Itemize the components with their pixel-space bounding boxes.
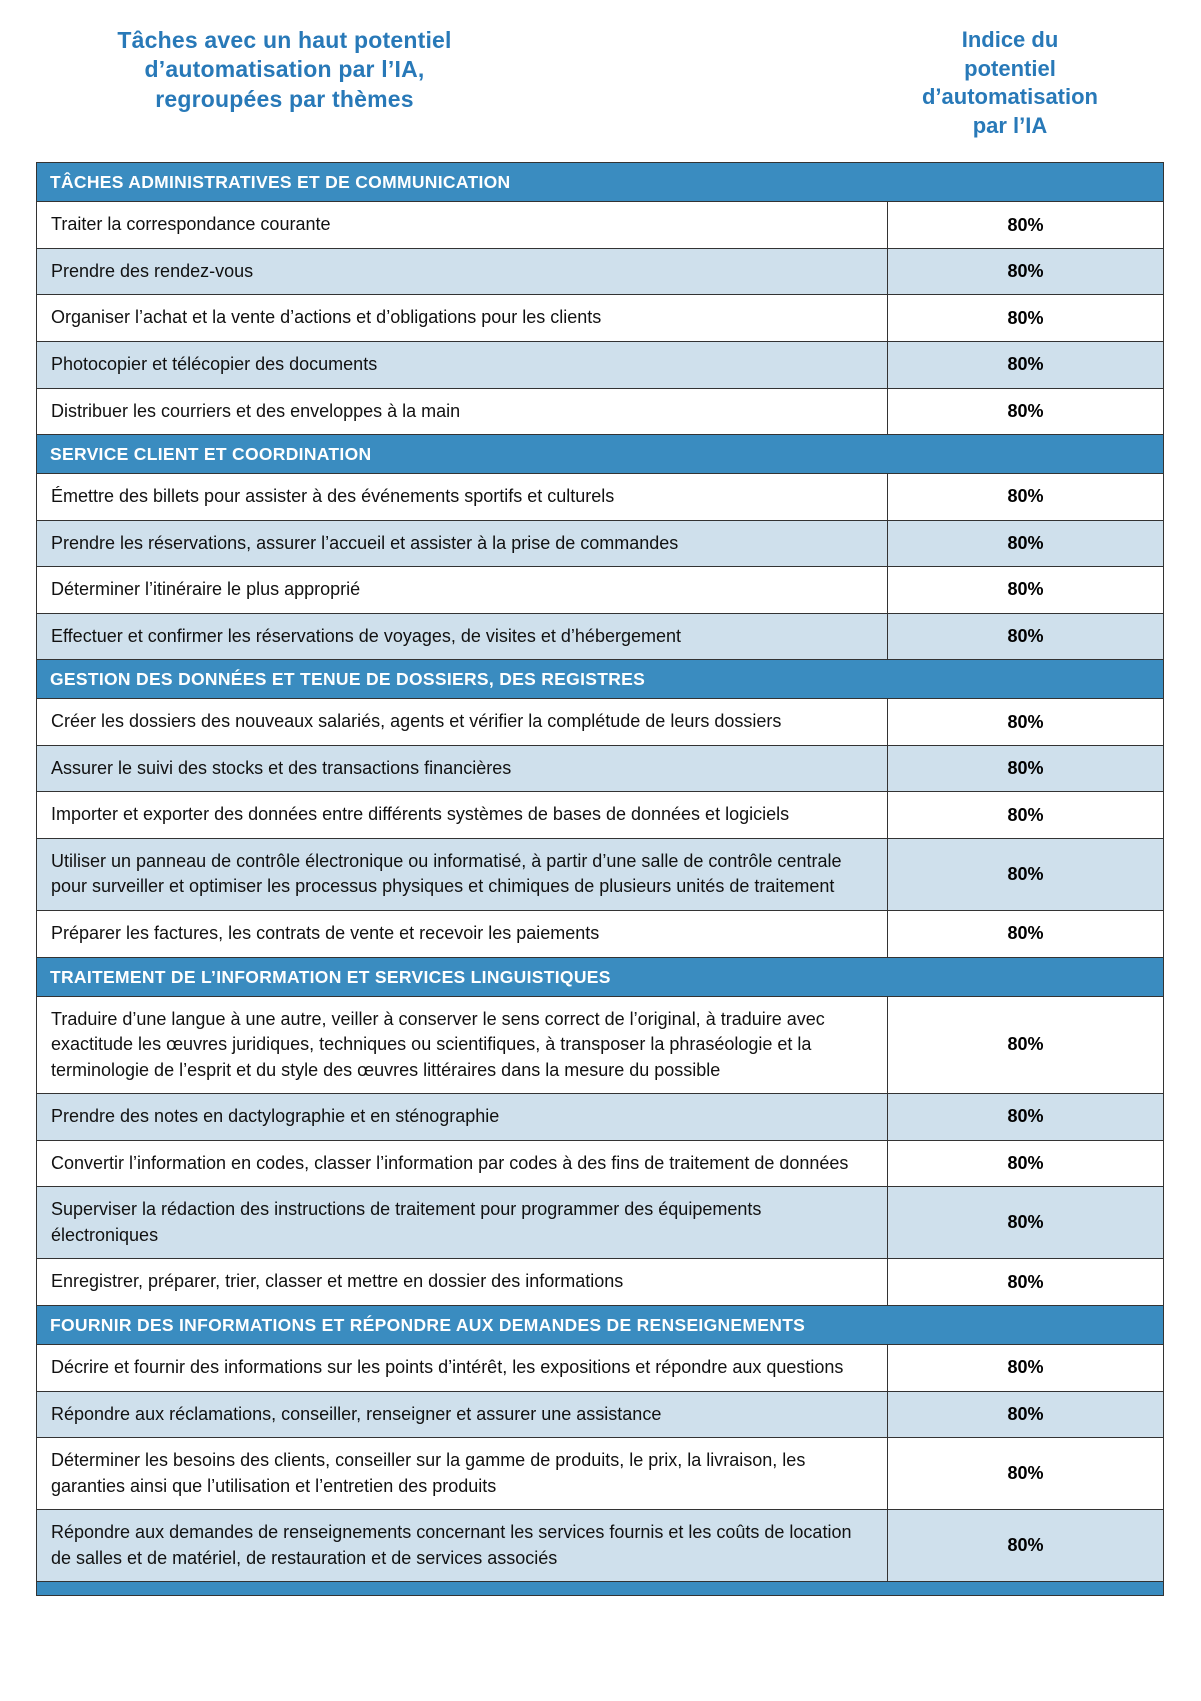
- task-cell: Distribuer les courriers et des envelopp…: [51, 400, 461, 421]
- value-cell: 80%: [887, 745, 1163, 792]
- table-title-left: Tâches avec un haut potentiel d’automati…: [117, 27, 452, 112]
- value-cell: 80%: [887, 1187, 1163, 1259]
- value-cell: 80%: [887, 1510, 1163, 1582]
- value-cell: 80%: [887, 342, 1163, 388]
- table-row: Distribuer les courriers et des envelopp…: [37, 387, 1163, 435]
- value-cell: 80%: [887, 1140, 1163, 1187]
- value-cell: 80%: [887, 1391, 1163, 1438]
- table-row: Répondre aux demandes de renseignements …: [37, 1509, 1163, 1582]
- task-cell: Photocopier et télécopier des documents: [51, 354, 378, 375]
- value-cell: 80%: [887, 474, 1163, 520]
- table-body: TÂCHES ADMINISTRATIVES ET DE COMMUNICATI…: [37, 163, 1163, 1582]
- table-row: Convertir l’information en codes, classe…: [37, 1139, 1163, 1187]
- table-row: Créer les dossiers des nouveaux salariés…: [37, 698, 1163, 745]
- table-row: Assurer le suivi des stocks et des trans…: [37, 744, 1163, 792]
- table-row: Déterminer les besoins des clients, cons…: [37, 1437, 1163, 1510]
- task-cell: Prendre des notes en dactylographie et e…: [51, 1106, 500, 1127]
- value-cell: 80%: [887, 1438, 1163, 1510]
- table-row: Prendre des rendez-vous 80%: [37, 247, 1163, 295]
- value-cell: 80%: [887, 567, 1163, 613]
- task-cell: Prendre les réservations, assurer l’accu…: [51, 532, 679, 553]
- value-cell: 80%: [887, 295, 1163, 342]
- page-header: Tâches avec un haut potentiel d’automati…: [0, 0, 1201, 156]
- task-cell: Créer les dossiers des nouveaux salariés…: [51, 711, 782, 732]
- value-cell: 80%: [887, 1259, 1163, 1305]
- value-cell: 80%: [887, 1344, 1163, 1391]
- cutoff-section-bar: [37, 1581, 1163, 1596]
- task-cell: Déterminer l’itinéraire le plus appropri…: [51, 579, 361, 600]
- section-header: GESTION DES DONNÉES ET TENUE DE DOSSIERS…: [37, 659, 1163, 699]
- table-row: Prendre les réservations, assurer l’accu…: [37, 519, 1163, 567]
- task-cell: Décrire et fournir des informations sur …: [51, 1356, 844, 1377]
- table-row: Utiliser un panneau de contrôle électron…: [37, 837, 1163, 911]
- task-cell: Effectuer et confirmer les réservations …: [51, 625, 681, 646]
- value-cell: 80%: [887, 699, 1163, 745]
- task-cell: Répondre aux réclamations, conseiller, r…: [51, 1403, 662, 1424]
- automation-table: TÂCHES ADMINISTRATIVES ET DE COMMUNICATI…: [36, 162, 1164, 1597]
- table-row: Répondre aux réclamations, conseiller, r…: [37, 1390, 1163, 1438]
- task-cell: Déterminer les besoins des clients, cons…: [51, 1450, 806, 1496]
- value-cell: 80%: [887, 996, 1163, 1094]
- table-row: Prendre des notes en dactylographie et e…: [37, 1093, 1163, 1140]
- value-cell: 80%: [887, 838, 1163, 911]
- task-cell: Émettre des billets pour assister à des …: [51, 486, 615, 507]
- table-row: Préparer les factures, les contrats de v…: [37, 910, 1163, 957]
- task-cell: Importer et exporter des données entre d…: [51, 804, 790, 825]
- task-cell: Répondre aux demandes de renseignements …: [51, 1522, 852, 1568]
- table-row: Traduire d’une langue à une autre, veill…: [37, 995, 1163, 1094]
- section-header: TÂCHES ADMINISTRATIVES ET DE COMMUNICATI…: [37, 163, 1163, 202]
- table-row: Traiter la correspondance courante 80%: [37, 201, 1163, 248]
- value-cell: 80%: [887, 388, 1163, 435]
- section-header: TRAITEMENT DE L’INFORMATION ET SERVICES …: [37, 956, 1163, 996]
- value-cell: 80%: [887, 613, 1163, 660]
- value-cell: 80%: [887, 792, 1163, 838]
- table-row: Émettre des billets pour assister à des …: [37, 473, 1163, 520]
- task-cell: Assurer le suivi des stocks et des trans…: [51, 757, 512, 778]
- task-cell: Enregistrer, préparer, trier, classer et…: [51, 1271, 624, 1292]
- table-row: Importer et exporter des données entre d…: [37, 791, 1163, 838]
- table-row: Déterminer l’itinéraire le plus appropri…: [37, 566, 1163, 613]
- task-cell: Prendre des rendez-vous: [51, 260, 254, 281]
- task-cell: Traiter la correspondance courante: [51, 214, 331, 235]
- value-cell: 80%: [887, 1094, 1163, 1140]
- value-cell: 80%: [887, 911, 1163, 957]
- value-cell: 80%: [887, 520, 1163, 567]
- value-cell: 80%: [887, 248, 1163, 295]
- section-header: FOURNIR DES INFORMATIONS ET RÉPONDRE AUX…: [37, 1304, 1163, 1344]
- table-row: Effectuer et confirmer les réservations …: [37, 612, 1163, 660]
- task-cell: Organiser l’achat et la vente d’actions …: [51, 307, 602, 328]
- table-title-right: Indice du potentiel d’automatisation par…: [921, 27, 1098, 138]
- value-cell: 80%: [887, 202, 1163, 248]
- table-row: Superviser la rédaction des instructions…: [37, 1186, 1163, 1259]
- task-cell: Convertir l’information en codes, classe…: [51, 1152, 849, 1173]
- task-cell: Utiliser un panneau de contrôle électron…: [51, 850, 842, 897]
- task-cell: Superviser la rédaction des instructions…: [51, 1199, 762, 1245]
- table-row: Photocopier et télécopier des documents 8…: [37, 341, 1163, 388]
- task-cell: Préparer les factures, les contrats de v…: [51, 923, 600, 944]
- task-cell: Traduire d’une langue à une autre, veill…: [51, 1008, 825, 1080]
- section-header: SERVICE CLIENT ET COORDINATION: [37, 434, 1163, 474]
- table-row: Décrire et fournir des informations sur …: [37, 1343, 1163, 1391]
- table-row: Organiser l’achat et la vente d’actions …: [37, 294, 1163, 342]
- table-row: Enregistrer, préparer, trier, classer et…: [37, 1258, 1163, 1305]
